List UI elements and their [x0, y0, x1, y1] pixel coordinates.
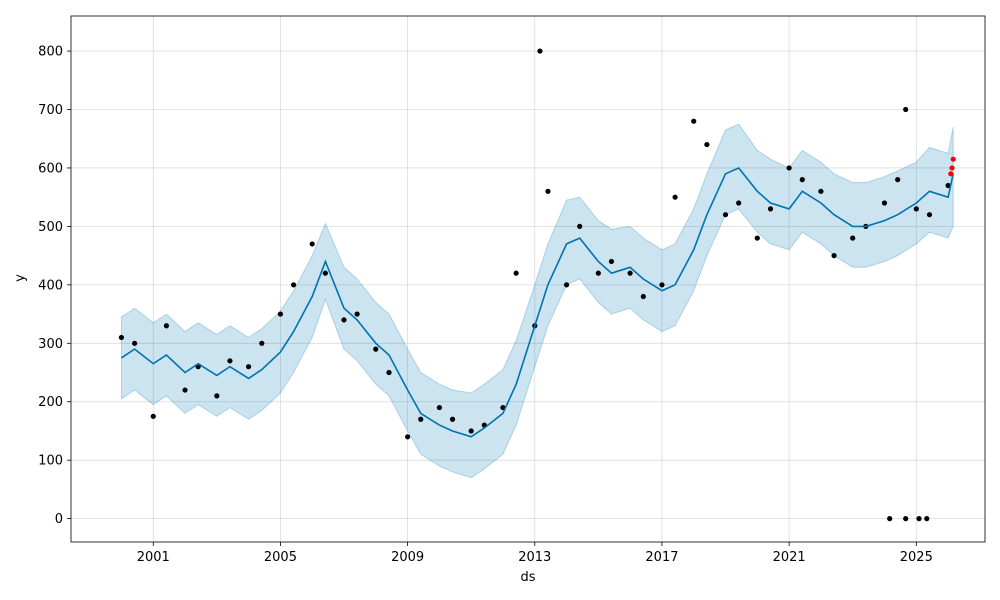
observed-point [513, 270, 519, 276]
observed-point [640, 293, 646, 300]
observed-point [227, 358, 233, 364]
observed-point [290, 282, 297, 288]
observed-point [916, 516, 922, 522]
observed-point [132, 340, 138, 346]
observed-point [767, 206, 774, 212]
observed-point [405, 434, 411, 440]
observed-point [608, 258, 615, 265]
x-axis-ticks: 2001 2005 2009 2013 2017 2021 2025 [137, 542, 933, 565]
recent-point [950, 156, 956, 162]
observed-point [322, 270, 328, 276]
observed-point [545, 188, 551, 194]
observed-point [818, 188, 824, 194]
observed-points [118, 48, 951, 522]
y-tick-label: 700 [38, 103, 63, 118]
observed-point [163, 323, 170, 329]
observed-point [354, 311, 360, 317]
plot-border [70, 15, 986, 543]
y-tick-label: 300 [38, 337, 63, 352]
uncertainty-band-area [120, 123, 954, 479]
observed-point [595, 270, 601, 276]
observed-point [881, 200, 888, 206]
y-tick-label: 0 [55, 512, 63, 527]
observed-point [691, 118, 697, 124]
grid [71, 16, 985, 542]
observed-point [754, 235, 760, 241]
x-axis-label: ds [520, 570, 535, 585]
observed-point [913, 206, 919, 212]
observed-point [850, 235, 856, 241]
observed-point [259, 340, 265, 346]
forecast-line [120, 167, 954, 438]
observed-point [468, 428, 474, 434]
x-tick-label: 2025 [900, 550, 933, 565]
observed-point [786, 165, 792, 171]
y-tick-label: 200 [38, 395, 63, 410]
x-tick-label: 2013 [518, 550, 551, 565]
y-tick-label: 800 [38, 45, 63, 60]
observed-point [150, 413, 156, 419]
recent-point [948, 171, 954, 177]
x-tick-label: 2005 [264, 550, 297, 565]
observed-point [672, 194, 678, 200]
y-tick-label: 500 [38, 220, 63, 235]
y-tick-label: 400 [38, 278, 63, 293]
recent-point [949, 165, 955, 171]
observed-point [659, 282, 665, 288]
observed-point [945, 182, 951, 189]
observed-point [924, 516, 930, 522]
observed-point [926, 212, 933, 218]
observed-point [903, 516, 909, 522]
observed-point [418, 416, 424, 422]
observed-point [627, 270, 633, 276]
observed-point [386, 369, 392, 376]
observed-point [537, 48, 543, 54]
observed-point [563, 282, 570, 288]
x-tick-label: 2021 [773, 550, 806, 565]
y-tick-label: 600 [38, 161, 63, 176]
recent-points [948, 156, 956, 177]
observed-point [722, 212, 729, 218]
uncertainty-band [120, 123, 954, 479]
plot-frame [70, 15, 986, 543]
observed-point [903, 106, 909, 113]
observed-point [895, 177, 901, 183]
observed-point [309, 241, 315, 247]
observed-point [214, 393, 220, 399]
observed-point [736, 200, 742, 206]
x-tick-label: 2001 [137, 550, 170, 565]
x-tick-label: 2009 [391, 550, 424, 565]
observed-point [373, 346, 379, 352]
observed-point [277, 311, 284, 317]
y-axis-ticks: 0 100 200 300 400 500 600 700 800 [38, 45, 71, 527]
observed-point [436, 404, 442, 411]
observed-point [799, 177, 805, 183]
y-tick-label: 100 [38, 454, 63, 469]
observed-point [704, 141, 710, 148]
observed-point [887, 516, 893, 522]
observed-point [245, 364, 252, 370]
observed-point [577, 223, 583, 229]
y-axis-label: y [13, 274, 28, 282]
observed-point [118, 334, 125, 341]
x-tick-label: 2017 [645, 550, 678, 565]
observed-point [831, 253, 837, 259]
forecast-line-path [120, 167, 954, 438]
observed-point [182, 387, 188, 393]
observed-point [449, 416, 456, 422]
observed-point [341, 317, 347, 323]
